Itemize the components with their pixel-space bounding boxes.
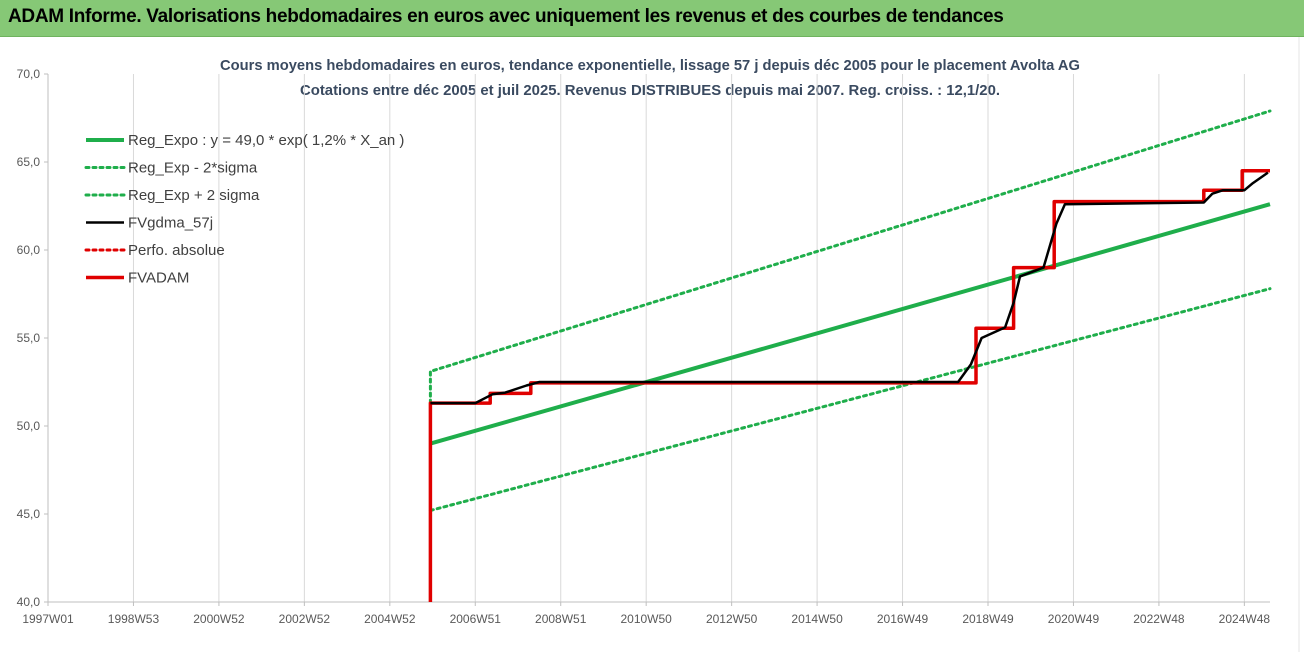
chart-series bbox=[428, 109, 1272, 602]
x-tick-label: 2010W50 bbox=[620, 612, 672, 626]
chart-area: Cours moyens hebdomadaires en euros, ten… bbox=[0, 37, 1304, 652]
y-tick-label: 60,0 bbox=[17, 243, 41, 257]
chart-grid bbox=[47, 74, 1245, 602]
x-tick-label: 2002W52 bbox=[279, 612, 331, 626]
chart-legend: Reg_Expo : y = 49,0 * exp( 1,2% * X_an )… bbox=[84, 132, 404, 287]
legend-label-1: Reg_Exp - 2*sigma bbox=[128, 160, 258, 177]
y-tick-label: 65,0 bbox=[17, 155, 41, 169]
chart-axes: 40,0 45,0 50,0 55,0 60,0 65,0 70,0 1997W01 1998W… bbox=[17, 67, 1271, 626]
x-tick-label: 2000W52 bbox=[193, 612, 245, 626]
line-chart: Cours moyens hebdomadaires en euros, ten… bbox=[0, 37, 1304, 652]
x-tick-label: 2016W49 bbox=[877, 612, 929, 626]
legend-label-2: Reg_Exp + 2 sigma bbox=[128, 187, 260, 204]
y-tick-label: 55,0 bbox=[17, 331, 41, 345]
x-tick-label: 2022W48 bbox=[1133, 612, 1185, 626]
header-bar: ADAM Informe. Valorisations hebdomadaire… bbox=[0, 0, 1304, 37]
chart-title: Cours moyens hebdomadaires en euros, ten… bbox=[220, 57, 1080, 74]
page-title: ADAM Informe. Valorisations hebdomadaire… bbox=[8, 6, 1004, 27]
x-tick-label: 2024W48 bbox=[1219, 612, 1271, 626]
x-tick-label: 1998W53 bbox=[108, 612, 160, 626]
chart-subtitle: Cotations entre déc 2005 et juil 2025. R… bbox=[300, 82, 1000, 99]
y-tick-label: 50,0 bbox=[17, 419, 41, 433]
x-tick-label: 2012W50 bbox=[706, 612, 758, 626]
series-line-3 bbox=[430, 171, 1269, 405]
y-tick-label: 40,0 bbox=[17, 595, 41, 609]
series-line-0 bbox=[429, 202, 1271, 446]
x-tick-label: 2020W49 bbox=[1048, 612, 1100, 626]
x-tick-label: 2008W51 bbox=[535, 612, 587, 626]
x-tick-label: 2006W51 bbox=[450, 612, 502, 626]
y-tick-label: 45,0 bbox=[17, 507, 41, 521]
legend-label-0: Reg_Expo : y = 49,0 * exp( 1,2% * X_an ) bbox=[128, 132, 404, 149]
x-tick-label: 1997W01 bbox=[22, 612, 74, 626]
series-line-2 bbox=[428, 109, 1272, 405]
legend-label-3: FVgdma_57j bbox=[128, 215, 213, 232]
legend-label-4: Perfo. absolue bbox=[128, 242, 225, 259]
legend-label-5: FVADAM bbox=[128, 270, 189, 287]
x-tick-label: 2004W52 bbox=[364, 612, 416, 626]
series-line-1 bbox=[428, 287, 1272, 512]
y-tick-label: 70,0 bbox=[17, 67, 41, 81]
x-tick-label: 2018W49 bbox=[962, 612, 1014, 626]
x-tick-label: 2014W50 bbox=[791, 612, 843, 626]
